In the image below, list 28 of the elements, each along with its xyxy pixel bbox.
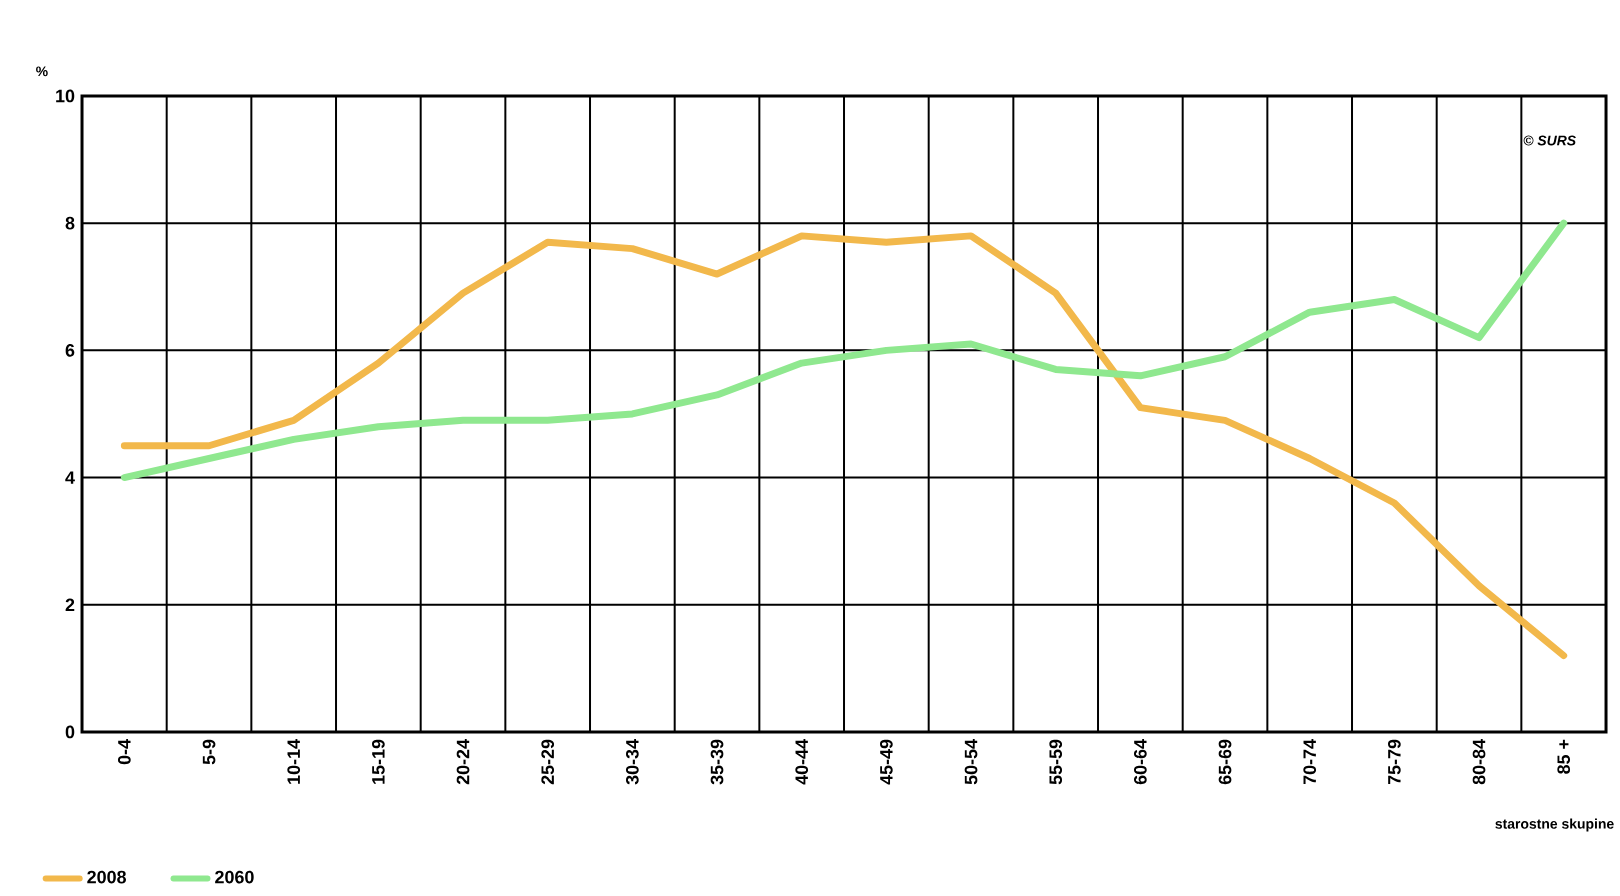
y-tick-label: 0 (65, 725, 75, 739)
x-tick-label: 30-34 (625, 739, 639, 785)
x-tick-label: 80-84 (1472, 739, 1486, 785)
x-tick-label: 5-9 (202, 739, 216, 765)
line-series (120, 232, 1568, 660)
x-tick-label: 55-59 (1049, 739, 1063, 785)
y-tick-label: 4 (65, 471, 75, 484)
x-tick-label: 35-39 (710, 739, 724, 785)
x-tick-label: 60-64 (1134, 739, 1147, 785)
x-tick-label: 45-49 (880, 739, 893, 785)
y-tick-label: 6 (65, 344, 75, 357)
line-series (120, 219, 1568, 482)
y-tick-label: 8 (65, 216, 75, 230)
x-tick-label: 75-79 (1388, 739, 1401, 785)
y-tick-label: 2 (65, 598, 75, 612)
x-tick-label: 40-44 (795, 739, 809, 785)
y-tick-label: 10 (56, 89, 75, 103)
x-tick-label: 15-19 (372, 739, 385, 784)
x-tick-label: 25-29 (541, 739, 555, 785)
x-tick-label: 10-14 (287, 739, 301, 784)
legend-label: 2008 (87, 870, 127, 884)
x-tick-label: 50-54 (964, 739, 978, 785)
x-tick-label: 20-24 (456, 739, 470, 785)
x-tick-label: 70-74 (1303, 739, 1317, 785)
x-tick-label: 65-69 (1218, 739, 1232, 785)
x-tick-label: 85 + (1557, 739, 1571, 774)
legend-label: 2060 (215, 870, 254, 884)
x-tick-label: 0-4 (118, 739, 131, 765)
